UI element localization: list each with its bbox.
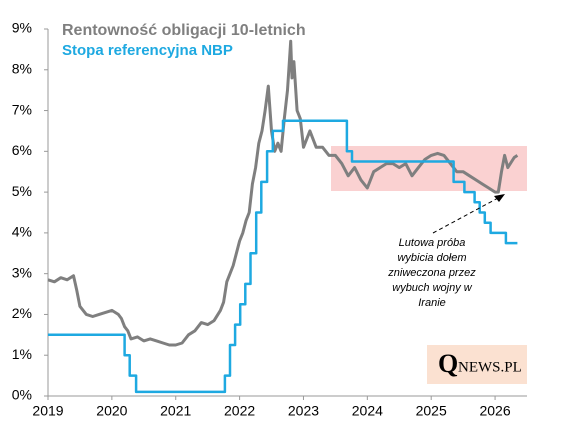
annotation-arrow [432,196,501,234]
highlight-band [331,146,527,191]
x-tick-label: 2025 [416,403,447,419]
annotation: zniweczona przez [387,267,476,279]
y-tick-label: 5% [12,183,32,199]
annotation: Iranie [418,297,446,309]
logo: Q [438,349,458,378]
x-tick-label: 2023 [288,403,319,419]
series-line [48,119,518,394]
y-tick-label: 7% [12,101,32,117]
y-tick-label: 6% [12,142,32,158]
y-tick-label: 1% [12,346,32,362]
legend-entry: Stopa referencyjna NBP [62,42,233,59]
annotation: wybicia dołem [397,252,466,264]
plot: 0% 1% 2% 3% 4% 5% 6% 7% 8% 9% 2019 2020 2021 2022 2023… [12,20,527,419]
x-tick-label: 2019 [32,403,63,419]
y-tick-label: 4% [12,224,32,240]
legend-entry: Rentowność obligacji 10-letnich [62,22,306,39]
y-tick-label: 9% [12,20,32,36]
logo: NEWS.PL [458,359,522,375]
y-tick-label: 0% [12,387,32,403]
y-tick-label: 3% [12,264,32,280]
x-tick-label: 2021 [160,403,191,419]
annotation: wybuch wojny w [392,282,473,294]
y-tick-label: 8% [12,60,32,76]
x-tick-label: 2020 [96,403,127,419]
arrow-head [494,194,505,202]
logo-box [427,345,527,384]
series-line [47,39,519,347]
y-tick-label: 2% [12,305,32,321]
annotation: Lutowa próba [399,237,466,249]
x-tick-label: 2026 [479,403,510,419]
x-tick-label: 2024 [352,403,383,419]
x-tick-label: 2022 [224,403,255,419]
